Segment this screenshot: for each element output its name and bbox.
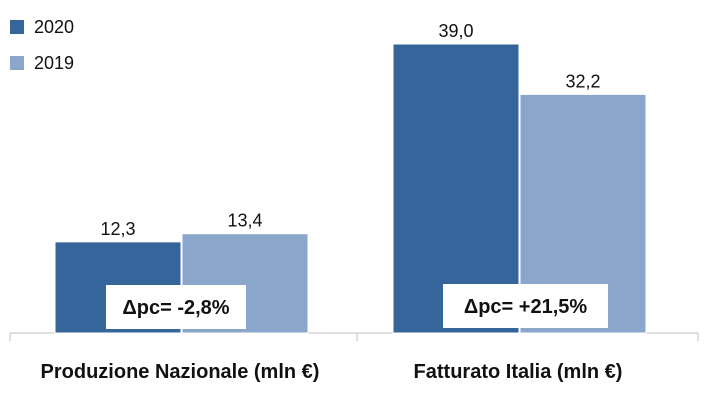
legend-swatch-2019 bbox=[10, 56, 24, 70]
value-label-2019-cat1: 32,2 bbox=[565, 71, 600, 91]
category-label-1: Fatturato Italia (mln €) bbox=[414, 361, 623, 383]
annotation-text-1: Δpc= +21,5% bbox=[464, 296, 588, 318]
value-label-2020-cat0: 12,3 bbox=[100, 219, 135, 239]
legend-item-2019: 2019 bbox=[10, 50, 74, 76]
legend-swatch-2020 bbox=[10, 20, 24, 34]
annotation-box-1 bbox=[443, 284, 608, 328]
value-label-2020-cat1: 39,0 bbox=[438, 21, 473, 41]
legend: 2020 2019 bbox=[10, 14, 74, 86]
category-label-0: Produzione Nazionale (mln €) bbox=[41, 361, 320, 383]
annotation-text-0: Δpc= -2,8% bbox=[122, 297, 229, 319]
legend-label-2019: 2019 bbox=[34, 52, 75, 73]
annotation-box-0 bbox=[106, 285, 246, 329]
legend-label-2020: 2020 bbox=[34, 16, 75, 37]
legend-item-2020: 2020 bbox=[10, 14, 74, 40]
value-label-2019-cat0: 13,4 bbox=[227, 211, 262, 231]
